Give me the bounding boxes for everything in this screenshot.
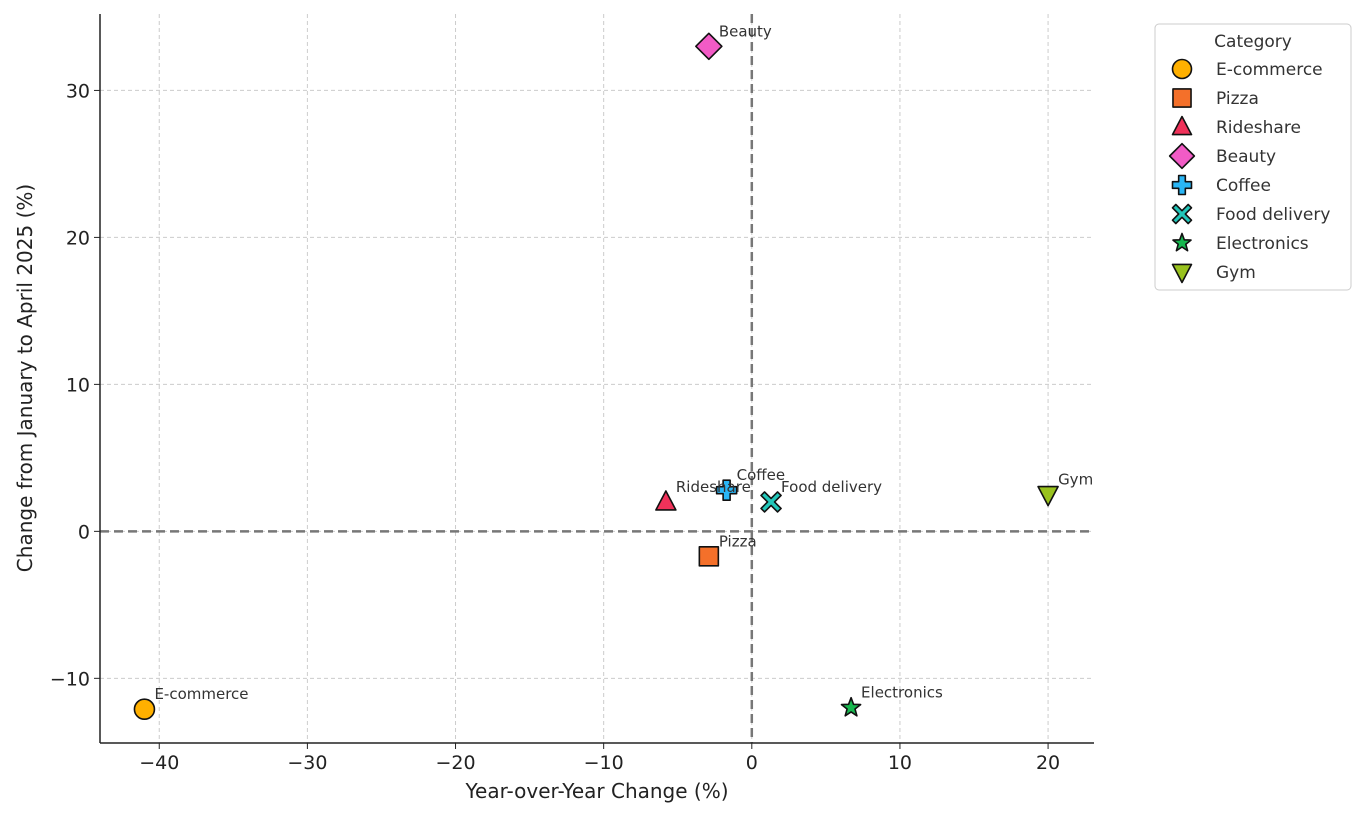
legend-marker-beauty — [1168, 142, 1196, 170]
legend-label-coffee: Coffee — [1216, 176, 1271, 196]
y-axis-label: Change from January to April 2025 (%) — [13, 184, 37, 572]
annotation-rideshare: Rideshare — [676, 478, 751, 496]
legend-marker-coffee — [1171, 174, 1193, 196]
x-axis-label: Year-over-Year Change (%) — [464, 779, 728, 803]
legend-marker-pizza — [1172, 88, 1192, 108]
legend-frame — [1154, 23, 1352, 291]
y-tick-label: 0 — [78, 521, 90, 543]
x-tick-label: −30 — [287, 752, 327, 774]
legend-label-food-delivery: Food delivery — [1216, 205, 1330, 225]
x-tick-label: 10 — [888, 752, 912, 774]
x-tick-label: 0 — [746, 752, 758, 774]
x-tick-label: 20 — [1036, 752, 1060, 774]
annotation-gym: Gym — [1058, 471, 1093, 489]
y-tick-label: 10 — [66, 374, 90, 396]
legend-title: Category — [1214, 32, 1292, 52]
annotation-coffee: Coffee — [737, 466, 785, 484]
y-tick-label: 30 — [66, 80, 90, 102]
y-tick-label: −10 — [50, 668, 90, 690]
point-gym — [1037, 485, 1059, 507]
annotation-e-commerce: E-commerce — [154, 685, 248, 703]
legend-label-rideshare: Rideshare — [1216, 118, 1301, 138]
legend-marker-electronics — [1172, 232, 1192, 252]
grid — [100, 14, 1094, 743]
point-beauty — [695, 32, 723, 61]
legend-marker-rideshare — [1171, 115, 1193, 136]
legend: Category E-commerce Pizza Rideshare Beauty C… — [1154, 23, 1352, 291]
legend-marker-gym — [1171, 263, 1193, 284]
point-rideshare — [655, 490, 677, 511]
point-electronics — [840, 696, 862, 717]
x-tick-label: −40 — [139, 752, 179, 774]
point-coffee — [715, 479, 738, 502]
y-tick-label: 20 — [66, 227, 90, 249]
point-food-delivery — [760, 491, 782, 513]
legend-label-e-commerce: E-commerce — [1216, 60, 1323, 80]
points — [133, 32, 1059, 720]
legend-label-pizza: Pizza — [1216, 89, 1259, 109]
annotation-food-delivery: Food delivery — [781, 478, 882, 496]
point-e-commerce — [133, 698, 156, 720]
legend-label-gym: Gym — [1216, 263, 1256, 283]
annotation-beauty: Beauty — [719, 22, 772, 40]
ticks: −40 −30 −20 −10 0 10 20 −10 0 10 20 30 — [50, 14, 1094, 774]
legend-label-electronics: Electronics — [1216, 234, 1309, 254]
legend-marker-food-delivery — [1171, 203, 1193, 225]
annotation-pizza: Pizza — [719, 532, 757, 550]
x-tick-label: −20 — [435, 752, 475, 774]
legend-label-beauty: Beauty — [1216, 147, 1276, 167]
legend-marker-e-commerce — [1171, 58, 1193, 80]
x-tick-label: −10 — [584, 752, 624, 774]
annotation-electronics: Electronics — [861, 684, 943, 702]
point-pizza — [698, 546, 720, 567]
annotations: E-commerce Pizza Rideshare Beauty CoffeeFood… — [154, 22, 1093, 703]
